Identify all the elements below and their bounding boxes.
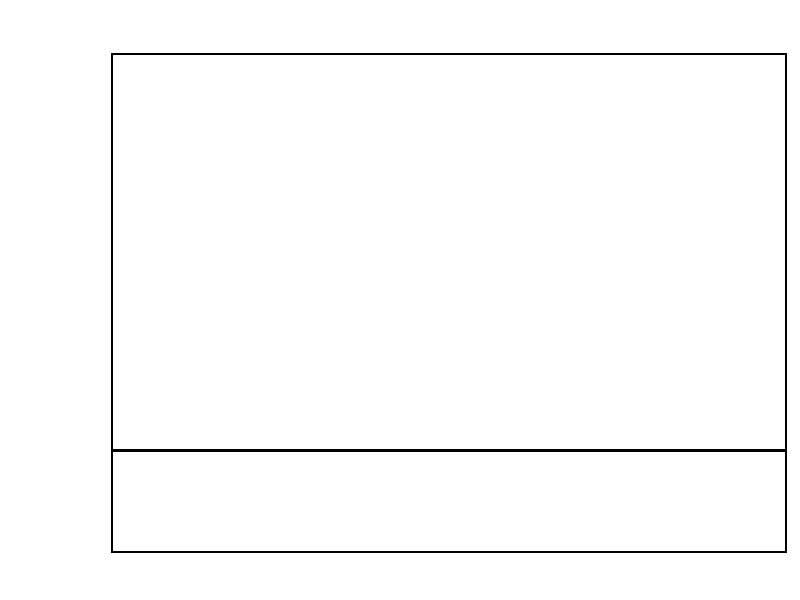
heatmap-plot-area: [113, 55, 785, 449]
stack-plot-area: [113, 452, 785, 551]
